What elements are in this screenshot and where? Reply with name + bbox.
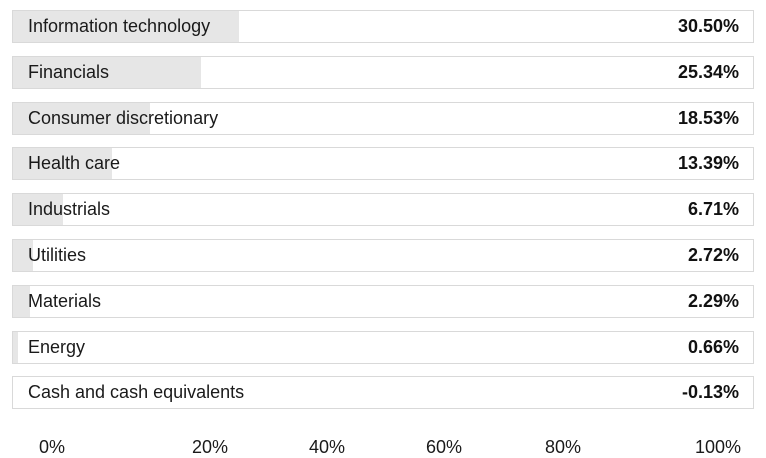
category-label: Health care	[28, 153, 121, 173]
x-tick-label: 20%	[191, 437, 229, 457]
category-label: Consumer discretionary	[28, 108, 219, 128]
bar	[13, 103, 151, 134]
category-label: Financials	[28, 62, 110, 82]
bar	[13, 286, 30, 317]
value-label: 2.29%	[687, 291, 739, 311]
value-label: 0.66%	[687, 337, 739, 357]
bar	[13, 240, 34, 271]
x-tick-label: 60%	[425, 437, 463, 457]
bar-row: Health care 13.39%	[12, 147, 754, 180]
bar	[13, 148, 113, 179]
bar-row: Materials 2.29%	[12, 285, 754, 318]
bar-row: Financials 25.34%	[12, 56, 754, 89]
category-label: Materials	[28, 291, 102, 311]
bar	[13, 57, 201, 88]
value-label: 30.50%	[677, 16, 739, 36]
bar	[13, 11, 239, 42]
category-label: Energy	[28, 337, 86, 357]
value-label: 13.39%	[677, 153, 739, 173]
category-label: Industrials	[28, 199, 111, 219]
bar	[13, 332, 18, 363]
category-label: Cash and cash equivalents	[28, 382, 245, 402]
bar-row: Energy 0.66%	[12, 331, 754, 364]
bar-row: Information technology 30.50%	[12, 10, 754, 43]
value-label: 2.72%	[687, 245, 739, 265]
category-label: Utilities	[28, 245, 87, 265]
bar-row: Utilities 2.72%	[12, 239, 754, 272]
value-label: 25.34%	[677, 62, 739, 82]
bar-row: Consumer discretionary 18.53%	[12, 102, 754, 135]
x-tick-label: 100%	[694, 437, 742, 457]
x-tick-label: 40%	[308, 437, 346, 457]
value-label: 18.53%	[677, 108, 739, 128]
value-label: 6.71%	[687, 199, 739, 219]
value-label: -0.13%	[681, 382, 739, 402]
category-label: Information technology	[28, 16, 211, 36]
bar-row: Cash and cash equivalents -0.13%	[12, 376, 754, 409]
bar	[13, 194, 63, 225]
x-tick-label: 80%	[544, 437, 582, 457]
x-tick-label: 0%	[38, 437, 66, 457]
bar-row: Industrials 6.71%	[12, 193, 754, 226]
